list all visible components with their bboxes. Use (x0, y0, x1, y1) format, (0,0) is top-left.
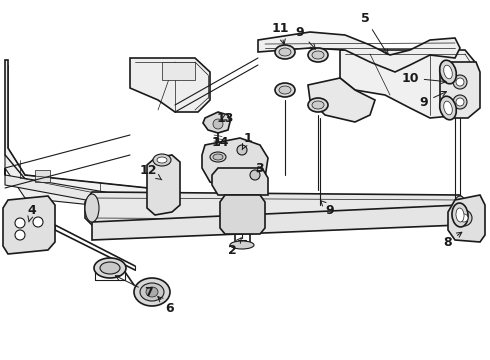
Circle shape (456, 78, 464, 86)
Ellipse shape (146, 287, 158, 297)
Ellipse shape (153, 154, 171, 166)
Text: 13: 13 (216, 112, 234, 125)
Ellipse shape (440, 60, 456, 84)
Text: 7: 7 (116, 276, 152, 298)
Ellipse shape (444, 65, 452, 79)
Circle shape (453, 75, 467, 89)
Ellipse shape (312, 51, 324, 59)
Ellipse shape (279, 48, 291, 56)
Ellipse shape (312, 101, 324, 109)
Polygon shape (5, 155, 175, 210)
Ellipse shape (456, 208, 464, 222)
Text: 8: 8 (443, 232, 462, 248)
Circle shape (250, 170, 260, 180)
Text: 3: 3 (256, 162, 264, 175)
Polygon shape (340, 50, 475, 118)
Ellipse shape (444, 101, 452, 115)
Circle shape (237, 145, 247, 155)
Circle shape (460, 214, 468, 222)
Circle shape (213, 119, 223, 129)
Text: 12: 12 (139, 163, 162, 180)
Circle shape (15, 230, 25, 240)
Polygon shape (130, 58, 210, 112)
Polygon shape (85, 192, 465, 225)
Ellipse shape (134, 278, 170, 306)
Text: 9: 9 (420, 91, 446, 108)
Polygon shape (5, 168, 175, 210)
Ellipse shape (213, 154, 223, 160)
Ellipse shape (140, 283, 164, 301)
Polygon shape (258, 32, 460, 72)
Text: 6: 6 (158, 297, 174, 315)
Circle shape (453, 95, 467, 109)
Text: 9: 9 (295, 26, 316, 49)
Polygon shape (92, 205, 465, 240)
Ellipse shape (157, 157, 167, 163)
Text: 11: 11 (271, 22, 289, 44)
Ellipse shape (85, 194, 99, 222)
Circle shape (33, 217, 43, 227)
Ellipse shape (279, 86, 291, 94)
Circle shape (456, 210, 472, 226)
Ellipse shape (453, 196, 467, 224)
Ellipse shape (275, 45, 295, 59)
Ellipse shape (210, 152, 226, 162)
Ellipse shape (94, 258, 126, 278)
Text: 5: 5 (361, 12, 388, 55)
Polygon shape (440, 62, 480, 118)
Ellipse shape (230, 241, 254, 249)
Ellipse shape (100, 262, 120, 274)
Circle shape (456, 98, 464, 106)
Text: 14: 14 (211, 135, 229, 149)
Polygon shape (5, 60, 175, 198)
Polygon shape (220, 195, 265, 234)
Polygon shape (203, 112, 230, 133)
Ellipse shape (452, 203, 468, 227)
Ellipse shape (440, 96, 456, 120)
Polygon shape (202, 138, 268, 190)
Polygon shape (3, 196, 55, 254)
Polygon shape (147, 155, 180, 215)
Bar (35, 170, 50, 182)
Ellipse shape (275, 83, 295, 97)
Polygon shape (212, 168, 268, 195)
Polygon shape (162, 62, 195, 80)
Circle shape (15, 218, 25, 228)
Text: 4: 4 (27, 203, 36, 222)
Text: 2: 2 (228, 238, 242, 256)
Ellipse shape (308, 98, 328, 112)
Text: 10: 10 (401, 72, 446, 85)
Text: 1: 1 (242, 131, 252, 150)
Ellipse shape (308, 48, 328, 62)
Polygon shape (308, 78, 375, 122)
Polygon shape (448, 195, 485, 242)
Text: 9: 9 (320, 201, 334, 216)
